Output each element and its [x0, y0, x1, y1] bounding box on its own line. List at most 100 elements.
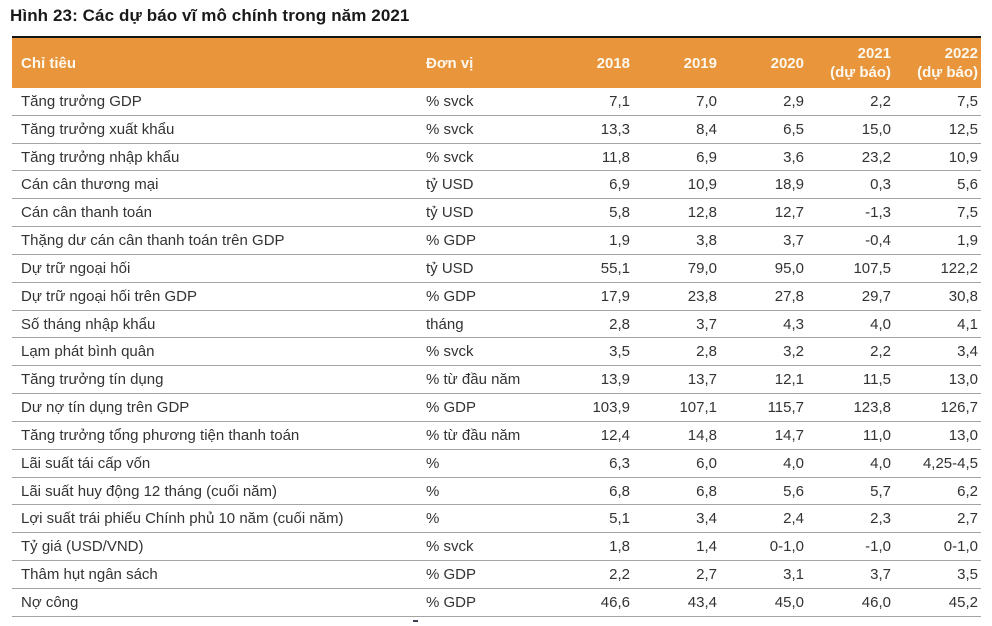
row-indicator: Dự trữ ngoại hối trên GDP	[21, 287, 197, 305]
row-value: 5,6	[783, 482, 804, 500]
table-row: Tăng trưởng GDP % svck 7,1 7,0 2,9 2,2 7…	[12, 88, 981, 116]
row-value: 6,5	[783, 120, 804, 138]
year-label: 2020	[770, 54, 804, 72]
row-indicator: Tăng trưởng GDP	[21, 92, 142, 110]
row-indicator: Tăng trưởng tổng phương tiện thanh toán	[21, 426, 300, 444]
row-value: 11,0	[862, 426, 891, 444]
row-unit: % từ đầu năm	[426, 371, 521, 389]
row-value: 3,6	[783, 148, 804, 166]
row-value: 17,9	[600, 287, 630, 305]
row-value: 43,4	[687, 593, 717, 611]
row-value: 107,1	[679, 399, 717, 417]
row-value: 13,0	[948, 371, 978, 389]
row-value: 95,0	[774, 259, 804, 277]
row-indicator: Cán cân thương mại	[21, 176, 159, 194]
year-sublabel: (dự báo)	[830, 64, 891, 81]
row-indicator: Tỷ giá (USD/VND)	[21, 538, 144, 556]
header-unit: Đơn vị	[426, 54, 474, 72]
row-unit: % GDP	[426, 593, 477, 611]
table-row: Cán cân thanh toán tỷ USD 5,8 12,8 12,7 …	[12, 199, 981, 228]
row-value: 46,6	[600, 593, 630, 611]
row-value: 7,5	[957, 92, 978, 110]
row-unit: % GDP	[426, 565, 477, 583]
row-value: 4,1	[957, 315, 978, 333]
row-value: 27,8	[774, 287, 804, 305]
year-label: 2018	[596, 54, 630, 72]
row-indicator: Lãi suất huy động 12 tháng (cuối năm)	[21, 482, 278, 500]
row-value: 6,9	[696, 148, 717, 166]
row-value: 14,7	[774, 426, 804, 444]
row-value: 115,7	[767, 399, 804, 417]
header-year-2022-forecast: 2022 (dự báo)	[894, 38, 981, 88]
row-indicator: Lãi suất tái cấp vốn	[21, 454, 151, 472]
table-row: Lãi suất tái cấp vốn % 6,3 6,0 4,0 4,0 4…	[12, 450, 981, 478]
row-value: 2,9	[783, 92, 804, 110]
year-label: 2019	[683, 54, 717, 72]
row-value: 45,0	[774, 593, 804, 611]
row-value: 14,8	[687, 426, 717, 444]
row-value: 1,4	[696, 538, 717, 556]
row-value: 13,7	[687, 371, 717, 389]
row-value: -1,3	[865, 204, 891, 222]
year-label: 2021	[857, 45, 891, 62]
row-value: 107,5	[853, 259, 891, 277]
row-indicator: Dư nợ tín dụng trên GDP	[21, 399, 190, 417]
row-value: 3,7	[783, 232, 804, 250]
row-value: 2,7	[696, 565, 717, 583]
row-value: 18,9	[774, 176, 804, 194]
cutoff-text-fragment	[413, 620, 418, 622]
row-indicator: Lạm phát bình quân	[21, 343, 155, 361]
row-value: 13,9	[600, 371, 630, 389]
row-value: 103,9	[592, 399, 630, 417]
year-label: 2022	[944, 45, 978, 62]
row-unit: % svck	[426, 538, 474, 556]
table-row: Dự trữ ngoại hối trên GDP % GDP 17,9 23,…	[12, 283, 981, 311]
row-value: 79,0	[687, 259, 717, 277]
row-value: 4,25-4,5	[922, 454, 978, 472]
row-value: 5,7	[870, 482, 891, 500]
table-row: Lợi suất trái phiếu Chính phủ 10 năm (cu…	[12, 505, 981, 534]
row-value: 10,9	[687, 176, 717, 194]
row-indicator: Tăng trưởng xuất khẩu	[21, 120, 175, 138]
row-value: 3,5	[609, 343, 630, 361]
row-indicator: Lợi suất trái phiếu Chính phủ 10 năm (cu…	[21, 510, 344, 528]
header-year-2020: 2020	[720, 38, 807, 88]
row-value: 12,1	[774, 371, 804, 389]
row-value: 3,7	[870, 565, 891, 583]
row-indicator: Cán cân thanh toán	[21, 204, 152, 222]
row-value: 0-1,0	[943, 538, 978, 556]
row-unit: % svck	[426, 120, 474, 138]
row-value: 2,7	[957, 510, 978, 528]
row-unit: %	[426, 454, 440, 472]
row-unit: %	[426, 482, 440, 500]
table-row: Tăng trưởng tổng phương tiện thanh toán …	[12, 422, 981, 450]
row-unit: % GDP	[426, 287, 477, 305]
table-row: Lãi suất huy động 12 tháng (cuối năm) % …	[12, 478, 981, 506]
table-row: Thâm hụt ngân sách % GDP 2,2 2,7 3,1 3,7…	[12, 561, 981, 589]
table-header-row: Chỉ tiêu Đơn vị 2018 2019 2020 2021 (dự …	[12, 38, 981, 88]
row-value: 12,4	[600, 426, 630, 444]
table-row: Dự trữ ngoại hối tỷ USD 55,1 79,0 95,0 1…	[12, 255, 981, 283]
row-value: 23,2	[861, 148, 891, 166]
row-value: 3,1	[783, 565, 804, 583]
row-unit: tỷ USD	[426, 176, 474, 194]
row-value: 1,8	[609, 538, 630, 556]
header-year-2021-forecast: 2021 (dự báo)	[807, 38, 894, 88]
row-value: 2,8	[609, 315, 630, 333]
table-row: Thặng dư cán cân thanh toán trên GDP % G…	[12, 227, 981, 255]
row-indicator: Thặng dư cán cân thanh toán trên GDP	[21, 232, 285, 250]
row-unit: tỷ USD	[426, 204, 474, 222]
row-value: 15,0	[861, 120, 891, 138]
row-value: 29,7	[861, 287, 891, 305]
row-indicator: Tăng trưởng nhập khẩu	[21, 148, 180, 166]
row-unit: % GDP	[426, 399, 477, 417]
table-row: Dư nợ tín dụng trên GDP % GDP 103,9 107,…	[12, 394, 981, 422]
row-value: 4,0	[870, 454, 891, 472]
header-year-2018: 2018	[546, 38, 633, 88]
row-value: 0-1,0	[769, 538, 804, 556]
table-body: Tăng trưởng GDP % svck 7,1 7,0 2,9 2,2 7…	[12, 88, 981, 617]
row-value: 13,0	[948, 426, 978, 444]
row-unit: % svck	[426, 343, 474, 361]
row-value: 11,5	[862, 371, 891, 389]
